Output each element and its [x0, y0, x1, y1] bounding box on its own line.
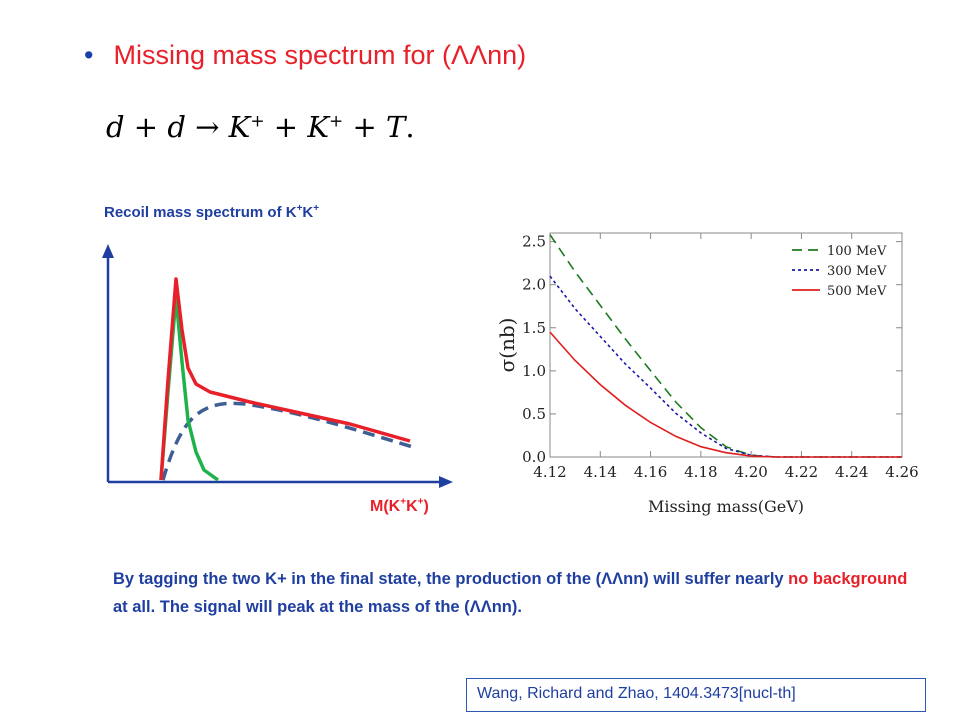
cross-section-plot: 4.12 4.14 4.16 4.18 4.20 4.22 4.24 4.26 0.0 0.5 1.… — [495, 232, 919, 516]
plot-y-tick-label-1: 0.5 — [522, 405, 546, 423]
eq-kaon-1: K — [228, 110, 251, 144]
description-part-3: at all. The signal will peak at the mass… — [113, 598, 470, 616]
plot-series-line-2 — [549, 331, 902, 458]
plot-y-tick-label-3: 1.5 — [522, 319, 546, 337]
recoil-title-main: Recoil mass spectrum of K — [104, 204, 297, 221]
plot-y-axis-label: σ(nb) — [495, 318, 519, 373]
plot-legend-label-0: 100 MeV — [827, 244, 887, 259]
sketch-x-label: M(K+K+) — [370, 496, 429, 516]
plot-x-tick-label-2: 4.16 — [634, 463, 667, 481]
eq-deuteron-2: d — [167, 110, 186, 144]
description-particle-2: ΛΛnn — [469, 598, 512, 616]
title-suffix: ) — [517, 40, 527, 70]
sketch-y-arrow-icon — [102, 244, 114, 258]
eq-plus-1: + — [124, 110, 168, 144]
description-part-2: ) will suffer nearly — [643, 570, 789, 588]
eq-deuteron-1: d — [106, 110, 125, 144]
description-text: By tagging the two K+ in the final state… — [113, 565, 913, 621]
plot-x-tick-label-7: 4.26 — [885, 463, 918, 481]
plot-legend-label-1: 300 MeV — [827, 264, 887, 279]
plot-y-tick-label-4: 2.0 — [522, 276, 546, 294]
description-part-4: ). — [511, 598, 522, 616]
sketch-xlabel-sup-2: + — [417, 496, 424, 508]
slide-title: • Missing mass spectrum for (ΛΛnn) — [84, 40, 526, 71]
sketch-xlabel-prefix: M(K — [370, 498, 401, 515]
plot-legend: 100 MeV 300 MeV 500 MeV — [792, 244, 887, 299]
sketch-x-arrow-icon — [439, 476, 453, 488]
description-part-1: By tagging the two K+ in the final state… — [113, 570, 602, 588]
recoil-title-k: K — [302, 204, 314, 221]
plot-y-tick-label-5: 2.5 — [522, 233, 546, 251]
description-highlight: no background — [788, 570, 908, 588]
plot-series — [549, 234, 902, 458]
eq-kaon-2: K — [307, 110, 329, 144]
eq-kaon-2-charge: + — [329, 111, 344, 132]
recoil-title-sup-2: + — [313, 203, 320, 214]
sketch-xlabel-sup-1: + — [400, 496, 407, 508]
plot-legend-label-2: 500 MeV — [827, 284, 887, 299]
eq-plus-3: + — [343, 110, 386, 144]
description-particle-1: ΛΛnn — [601, 570, 644, 588]
bullet-icon: • — [84, 40, 94, 70]
plot-x-tick-label-3: 4.18 — [684, 463, 717, 481]
eq-arrow: → — [185, 110, 229, 144]
eq-period: . — [405, 110, 415, 144]
plot-x-tick-label-1: 4.14 — [584, 463, 617, 481]
eq-target: T — [386, 110, 406, 144]
plot-x-tick-label-4: 4.20 — [734, 463, 767, 481]
plot-x-tick-label-5: 4.22 — [785, 463, 818, 481]
plot-y-tick-label-0: 0.0 — [522, 448, 546, 466]
sketch-signal-curve — [159, 295, 220, 482]
sketch-background-curve — [161, 401, 417, 481]
eq-kaon-1-charge: + — [250, 111, 265, 132]
plot-y-tick-label-2: 1.0 — [522, 362, 546, 380]
sketch-total-curve — [159, 277, 411, 481]
plot-x-tick-label-6: 4.24 — [835, 463, 868, 481]
plot-x-tick-label-0: 4.12 — [533, 463, 566, 481]
title-particle: ΛΛnn — [451, 40, 518, 70]
plot-ticks: 4.12 4.14 4.16 4.18 4.20 4.22 4.24 4.26 0.0 0.5 1.… — [522, 233, 919, 481]
sketch-xlabel-k: K — [406, 498, 418, 515]
title-prefix: Missing mass spectrum for ( — [113, 40, 452, 70]
plot-x-axis-label: Missing mass(GeV) — [648, 497, 804, 516]
citation-box: Wang, Richard and Zhao, 1404.3473[nucl-t… — [466, 678, 926, 712]
recoil-spectrum-title: Recoil mass spectrum of K+K+ — [104, 203, 320, 222]
sketch-xlabel-suffix: ) — [423, 498, 429, 515]
reaction-equation: d + d → K+ + K+ + T. — [106, 110, 415, 144]
recoil-title-sup-1: + — [296, 203, 303, 214]
eq-plus-2: + — [264, 110, 308, 144]
